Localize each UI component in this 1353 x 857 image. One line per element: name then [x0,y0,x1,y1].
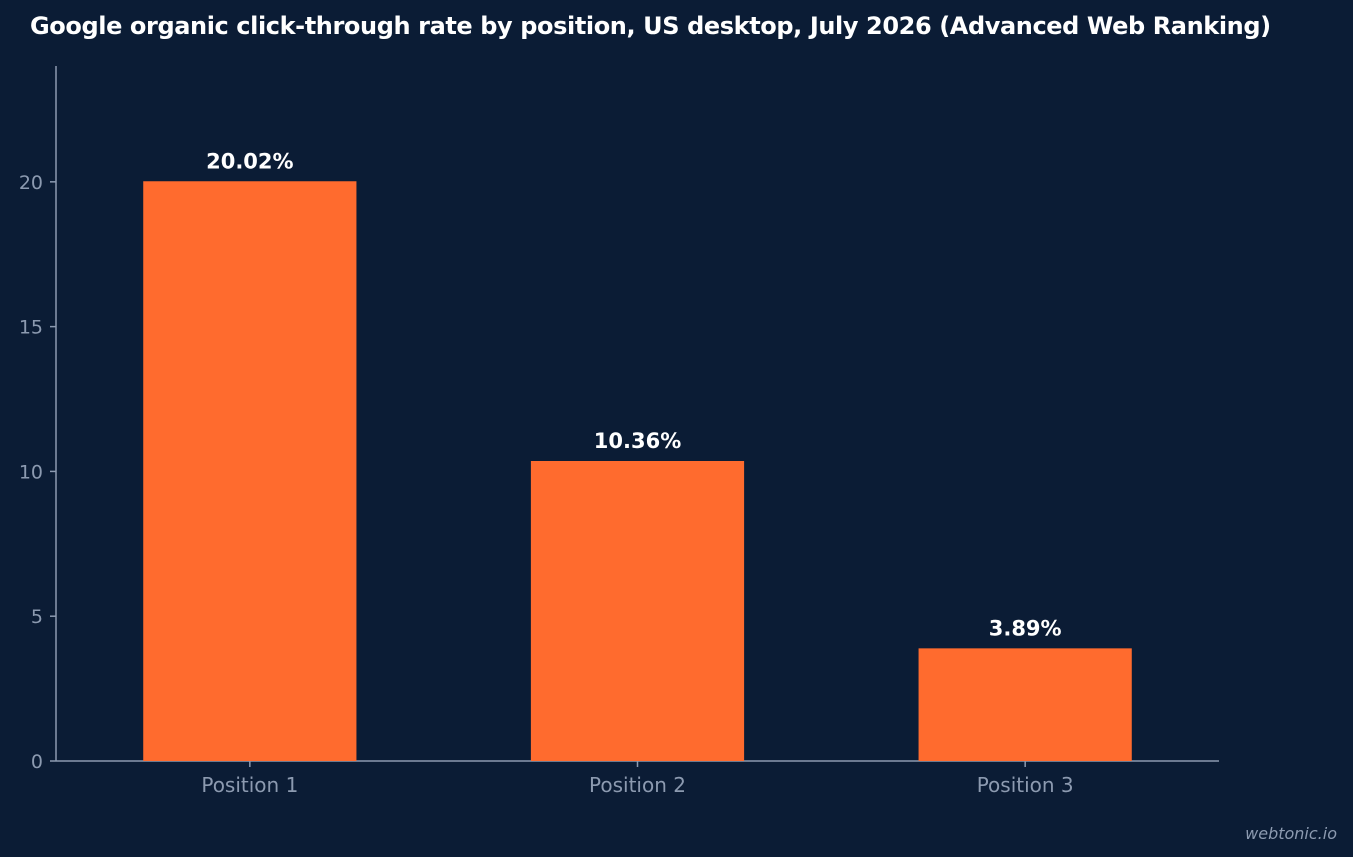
bar-2 [530,460,745,761]
y-tick-label: 0 [31,751,43,773]
x-tick-label: Position 2 [589,773,686,797]
x-axis: Position 1 Position 2 Position 3 [56,760,1219,797]
y-tick-label: 20 [19,172,43,194]
data-label: 10.36% [594,429,681,453]
chart-title: Google organic click-through rate by pos… [30,12,1271,40]
data-label: 3.89% [989,616,1062,640]
y-tick-label: 15 [19,317,43,339]
x-tick-label: Position 3 [977,773,1074,797]
bar-3 [918,648,1132,761]
y-tick-label: 10 [19,461,43,483]
bars [143,181,1132,762]
bar-1 [143,181,357,762]
y-axis: 0 5 10 15 20 [19,66,57,773]
x-tick-label: Position 1 [201,773,298,797]
watermark: webtonic.io [1245,824,1337,843]
y-tick-label: 5 [31,606,43,628]
data-label: 20.02% [206,149,293,173]
data-labels: 20.02% 10.36% 3.89% [206,149,1061,640]
